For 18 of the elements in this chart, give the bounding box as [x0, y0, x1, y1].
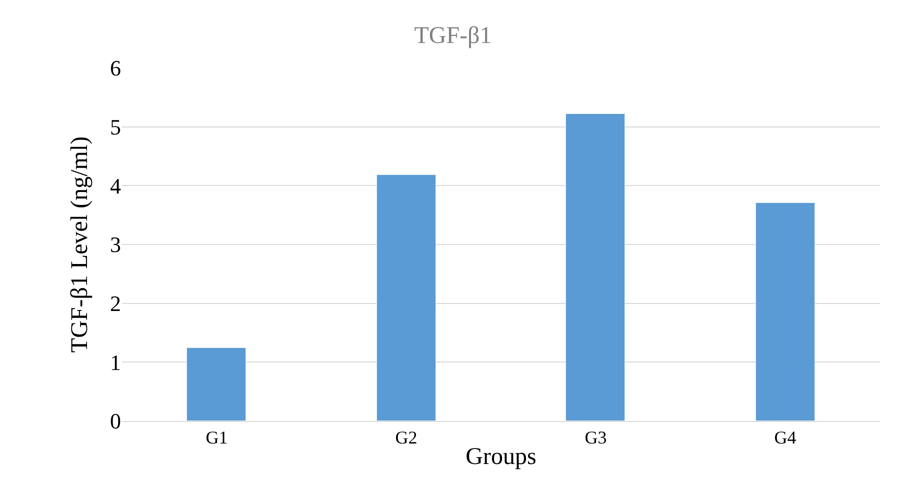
y-axis-title: TGF-β1 Level (ng/ml): [67, 136, 94, 353]
bar: [186, 348, 246, 421]
y-tick-label: 6: [110, 56, 121, 81]
y-tick-label: 4: [110, 173, 121, 198]
y-tick-label: 0: [110, 408, 121, 434]
y-tick-label: 2: [110, 291, 121, 316]
x-tick-label: G1: [206, 428, 228, 448]
chart-title: TGF-β1: [414, 23, 492, 50]
y-tick-label: 1: [110, 350, 121, 375]
y-tick-label: 5: [110, 114, 121, 140]
bar: [566, 114, 625, 421]
x-tick-label: G3: [584, 428, 607, 448]
y-tick-label: 3: [110, 232, 121, 258]
x-tick-label: G2: [395, 428, 418, 448]
x-axis-title: Groups: [466, 444, 536, 470]
x-tick-label: G4: [774, 428, 796, 448]
bar: [376, 174, 436, 421]
bar: [756, 202, 815, 421]
